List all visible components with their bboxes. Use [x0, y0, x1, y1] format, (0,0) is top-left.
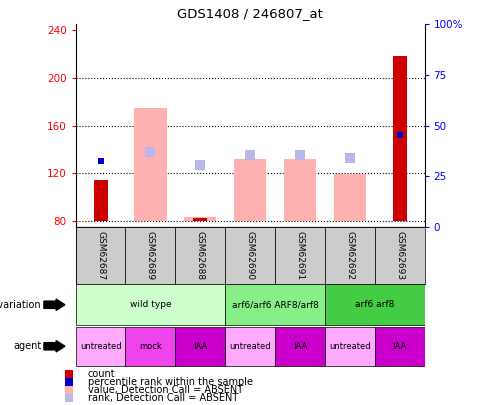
Text: percentile rank within the sample: percentile rank within the sample	[88, 377, 253, 387]
Text: GSM62688: GSM62688	[196, 231, 205, 280]
Bar	[225, 227, 275, 284]
Text: genotype/variation: genotype/variation	[0, 300, 41, 310]
Bar	[334, 175, 366, 221]
Bar	[393, 56, 407, 221]
Text: wild type: wild type	[130, 300, 171, 309]
Title: GDS1408 / 246807_at: GDS1408 / 246807_at	[177, 7, 323, 20]
Bar	[284, 159, 316, 221]
Bar	[325, 284, 425, 325]
Text: value, Detection Call = ABSENT: value, Detection Call = ABSENT	[88, 385, 243, 395]
Bar	[225, 284, 325, 325]
Text: untreated: untreated	[229, 342, 271, 351]
Text: GSM62690: GSM62690	[245, 231, 255, 280]
Text: IAA: IAA	[293, 342, 307, 351]
Bar	[175, 227, 225, 284]
Text: mock: mock	[139, 342, 162, 351]
Text: GSM62687: GSM62687	[96, 231, 105, 280]
Text: arf6 arf8: arf6 arf8	[355, 300, 394, 309]
Text: IAA: IAA	[392, 342, 407, 351]
Bar	[193, 218, 207, 221]
Text: untreated: untreated	[80, 342, 122, 351]
Bar	[325, 327, 375, 366]
Text: GSM62692: GSM62692	[346, 231, 354, 280]
Bar	[76, 227, 125, 284]
Text: rank, Detection Call = ABSENT: rank, Detection Call = ABSENT	[88, 393, 238, 403]
Bar	[76, 327, 125, 366]
Bar	[134, 108, 166, 221]
Text: IAA: IAA	[193, 342, 207, 351]
Bar	[375, 227, 425, 284]
Bar	[225, 327, 275, 366]
Text: GSM62691: GSM62691	[295, 231, 305, 280]
Text: GSM62693: GSM62693	[395, 231, 404, 280]
Bar	[184, 217, 217, 221]
Bar	[125, 327, 175, 366]
Bar	[94, 180, 107, 221]
Bar	[275, 327, 325, 366]
Bar	[125, 227, 175, 284]
Bar	[275, 227, 325, 284]
Bar	[175, 327, 225, 366]
Text: count: count	[88, 369, 115, 379]
Text: agent: agent	[13, 341, 41, 351]
Text: arf6/arf6 ARF8/arf8: arf6/arf6 ARF8/arf8	[232, 300, 319, 309]
Bar	[234, 159, 266, 221]
Bar	[76, 284, 225, 325]
Bar	[375, 327, 425, 366]
Text: untreated: untreated	[329, 342, 370, 351]
Bar	[325, 227, 375, 284]
Text: GSM62689: GSM62689	[146, 231, 155, 280]
